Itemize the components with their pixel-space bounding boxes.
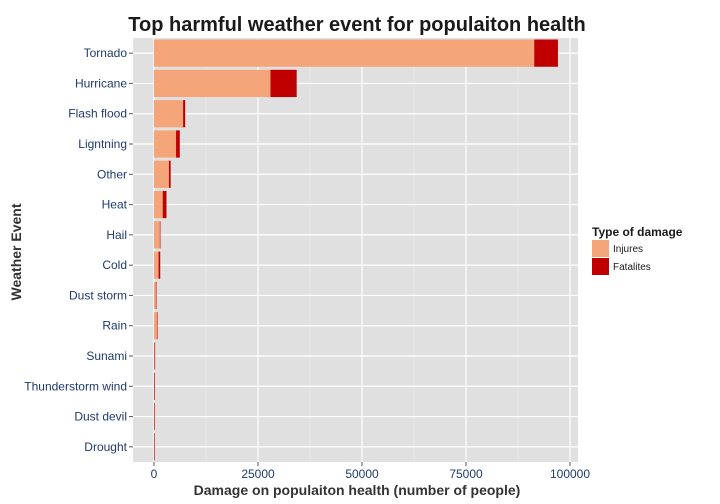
y-tick-label: Hail bbox=[106, 228, 127, 242]
y-tick-label: Tornado bbox=[84, 46, 128, 60]
bar-fatalites-heat bbox=[162, 190, 167, 219]
bar-injures-hurricane bbox=[154, 69, 271, 98]
bar-injures-ligntning bbox=[154, 130, 177, 158]
bar-injures-other bbox=[154, 160, 169, 188]
bars bbox=[154, 39, 558, 461]
bar-fatalites-dust-devil bbox=[154, 402, 155, 431]
legend-label-injures: Injures bbox=[613, 244, 643, 255]
x-tick-label: 50000 bbox=[345, 467, 379, 481]
y-tick-label: Rain bbox=[102, 319, 127, 333]
legend-label-fatalites: Fatalites bbox=[613, 262, 651, 273]
y-tick-label: Hurricane bbox=[75, 76, 127, 90]
bar-fatalites-rain bbox=[156, 312, 158, 340]
x-tick-label: 25000 bbox=[241, 467, 275, 481]
y-tick-label: Dust devil bbox=[74, 410, 127, 424]
bar-fatalites-drought bbox=[154, 433, 155, 461]
bar-fatalites-other bbox=[168, 160, 171, 188]
y-tick-label: Ligntning bbox=[78, 137, 127, 151]
y-tick-label: Thunderstorm wind bbox=[24, 379, 127, 393]
bar-injures-heat bbox=[154, 190, 163, 219]
bar-fatalites-dust-storm bbox=[155, 281, 157, 310]
x-tick-label: 100000 bbox=[550, 467, 590, 481]
y-tick-label: Flash flood bbox=[68, 107, 127, 121]
bar-injures-tornado bbox=[154, 39, 535, 67]
y-tick-label: Other bbox=[97, 167, 127, 181]
bar-fatalites-hurricane bbox=[270, 69, 297, 98]
x-axis-title: Damage on populaiton health (number of p… bbox=[194, 482, 521, 498]
bar-injures-hail bbox=[154, 221, 160, 249]
y-axis-title: Weather Event bbox=[8, 203, 24, 300]
x-tick-labels: 0 25000 50000 75000 100000 bbox=[151, 462, 590, 481]
y-tick-label: Heat bbox=[102, 198, 128, 212]
bar-injures-flash-flood bbox=[154, 100, 184, 128]
x-tick-label: 0 bbox=[151, 467, 158, 481]
legend: Type of damage Injures Fatalites bbox=[592, 225, 683, 275]
bar-injures-sunami bbox=[154, 342, 155, 370]
y-tick-label: Dust storm bbox=[69, 288, 127, 302]
y-tick-label: Cold bbox=[102, 258, 127, 272]
bar-fatalites-flash-flood bbox=[183, 100, 186, 128]
bar-injures-rain bbox=[154, 312, 157, 340]
bar-fatalites-sunami bbox=[154, 342, 156, 370]
bar-fatalites-thunderstorm-wind bbox=[154, 372, 155, 400]
legend-title: Type of damage bbox=[592, 225, 683, 239]
y-tick-label: Drought bbox=[84, 440, 127, 454]
x-tick-label: 75000 bbox=[449, 467, 483, 481]
plot-panel bbox=[133, 38, 578, 462]
bar-injures-thunderstorm-wind bbox=[154, 372, 155, 400]
y-tick-label: Sunami bbox=[86, 349, 127, 363]
bar-injures-dust-storm bbox=[154, 281, 156, 310]
legend-swatch-fatalites bbox=[592, 258, 609, 275]
bar-fatalites-tornado bbox=[534, 39, 558, 67]
bar-fatalites-hail bbox=[159, 221, 161, 249]
chart-title: Top harmful weather event for populaiton… bbox=[128, 14, 585, 36]
bar-fatalites-ligntning bbox=[176, 130, 180, 158]
y-tick-labels: Tornado Hurricane Flash flood Ligntning Othe… bbox=[24, 46, 133, 454]
bar-injures-cold bbox=[154, 251, 159, 279]
bar-fatalites-cold bbox=[158, 251, 161, 279]
legend-swatch-injures bbox=[592, 240, 609, 257]
